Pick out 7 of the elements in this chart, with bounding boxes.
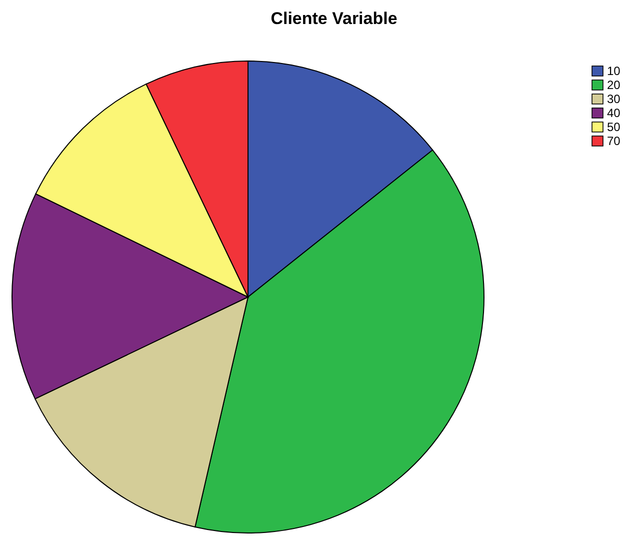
legend-label: 50 bbox=[607, 120, 621, 134]
legend-label: 40 bbox=[607, 106, 621, 120]
legend-label: 20 bbox=[607, 78, 621, 92]
legend-label: 70 bbox=[607, 134, 621, 148]
legend-label: 10 bbox=[607, 64, 621, 78]
legend-label: 30 bbox=[607, 92, 621, 106]
chart-title: Cliente Variable bbox=[270, 9, 398, 28]
